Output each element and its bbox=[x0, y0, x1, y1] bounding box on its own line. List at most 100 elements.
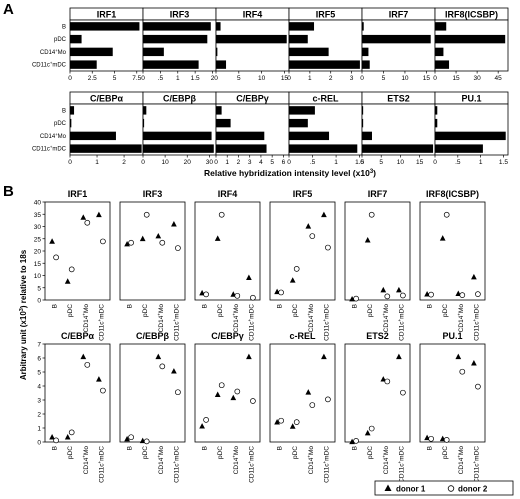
plot-frame-b-0 bbox=[44, 201, 111, 301]
marker-donor2-9-3 bbox=[325, 396, 331, 403]
plot-frame-b-2 bbox=[194, 201, 261, 301]
marker-donor2-9-2 bbox=[309, 402, 316, 408]
x-tick-label-a-4-1: 5 bbox=[382, 75, 386, 82]
y-tick-label-b-1-1: 1 bbox=[37, 426, 41, 433]
y-tick-label-b-0-4: 20 bbox=[34, 249, 42, 256]
bar-0-2 bbox=[70, 47, 113, 57]
x-tick-label-a-1-4: 2 bbox=[211, 75, 215, 82]
x-tick-label-a-0-0: 0 bbox=[68, 75, 72, 82]
x-tick-label-a-9-3: 1.5 bbox=[355, 159, 364, 166]
category-label-b-6-3: CD11c+mDC bbox=[97, 446, 105, 483]
marker-donor2-2-1 bbox=[218, 211, 225, 218]
marker-donor1-9-0 bbox=[274, 418, 280, 425]
marker-donor1-0-3 bbox=[96, 211, 102, 218]
bar-1-2 bbox=[143, 47, 164, 57]
marker-donor1-4-0 bbox=[349, 295, 355, 302]
marker-donor2-0-2 bbox=[84, 219, 91, 226]
marker-donor2-7-0 bbox=[128, 434, 134, 441]
marker-donor2-4-0 bbox=[353, 295, 359, 302]
marker-donor2-5-1 bbox=[443, 211, 450, 218]
category-label-b-11-1: pDC bbox=[442, 446, 449, 459]
x-tick-label-a-3-2: 2 bbox=[329, 75, 333, 82]
y-tick-label-b-0-5: 25 bbox=[34, 236, 42, 243]
plot-frame-b-8 bbox=[194, 343, 261, 443]
x-tick-label-a-4-3: 15 bbox=[423, 75, 431, 82]
x-tick-label-a-4-2: 10 bbox=[401, 75, 409, 82]
marker-donor2-6-3 bbox=[100, 387, 106, 394]
x-tick-label-a-8-1: 1 bbox=[225, 159, 229, 166]
marker-donor1-2-1 bbox=[214, 235, 221, 241]
category-label-b-3-1: pDC bbox=[292, 304, 299, 317]
category-label-b-10-1: pDC bbox=[367, 446, 374, 459]
y-tick-label-b-1-3: 3 bbox=[37, 398, 41, 405]
marker-donor2-2-2 bbox=[234, 292, 241, 299]
marker-donor2-8-0 bbox=[203, 417, 209, 423]
x-tick-label-a-9-0: 0 bbox=[287, 159, 291, 166]
x-tick-label-a-8-6: 6 bbox=[282, 159, 286, 166]
bar-8-2 bbox=[216, 131, 265, 141]
marker-donor2-8-1 bbox=[218, 382, 225, 389]
category-label-b-11-0: B bbox=[427, 446, 434, 450]
marker-donor1-6-0 bbox=[49, 434, 55, 440]
y-tick-label-b-1-7: 7 bbox=[37, 342, 41, 349]
category-label-b-1-2: CD14+Mo bbox=[157, 304, 165, 333]
marker-donor1-11-3 bbox=[471, 360, 477, 366]
bar-3-1 bbox=[289, 34, 308, 44]
marker-donor2-10-0 bbox=[353, 438, 359, 444]
marker-donor2-10-1 bbox=[368, 425, 375, 432]
marker-donor1-9-1 bbox=[289, 423, 296, 429]
marker-donor2-8-3 bbox=[250, 398, 256, 404]
chart-title-b-10: ETS2 bbox=[366, 331, 389, 341]
x-tick-label-a-3-3: 3 bbox=[350, 75, 354, 82]
x-tick-label-a-5-3: 45 bbox=[495, 75, 503, 82]
category-label-b-3-3: CD11c+mDC bbox=[322, 304, 330, 341]
x-tick-label-a-5-2: 30 bbox=[473, 75, 481, 82]
plot-frame-b-4 bbox=[344, 201, 411, 301]
category-label-b-3-0: B bbox=[277, 304, 284, 308]
bar-8-0 bbox=[216, 106, 222, 115]
panel-b-label: B bbox=[3, 183, 14, 200]
category-label-b-11-2: CD14+Mo bbox=[457, 446, 465, 475]
x-tick-label-a-11-1: .5 bbox=[455, 159, 461, 166]
marker-donor1-8-1 bbox=[214, 391, 221, 397]
category-label-b-1-1: pDC bbox=[142, 304, 149, 317]
category-label-b-0-0: B bbox=[52, 304, 59, 308]
x-tick-label-a-7-0: 0 bbox=[141, 159, 145, 166]
marker-donor1-9-2 bbox=[305, 389, 312, 395]
x-tick-label-a-8-4: 4 bbox=[259, 159, 263, 166]
marker-donor1-7-0 bbox=[124, 435, 130, 442]
bar-11-0 bbox=[435, 106, 438, 115]
x-tick-label-a-2-3: 15 bbox=[281, 75, 289, 82]
category-label-b-10-0: B bbox=[352, 446, 359, 450]
x-tick-label-a-2-2: 10 bbox=[258, 75, 266, 82]
bar-0-0 bbox=[70, 22, 140, 31]
bar-8-3 bbox=[216, 144, 267, 153]
marker-donor2-8-2 bbox=[234, 388, 241, 395]
bar-4-3 bbox=[362, 60, 370, 69]
y-tick-label-b-0-7: 35 bbox=[34, 212, 42, 219]
marker-donor1-8-3 bbox=[246, 353, 252, 360]
plot-frame-b-10 bbox=[344, 343, 411, 443]
category-label-b-4-1: pDC bbox=[367, 304, 374, 317]
category-label-b-9-0: B bbox=[277, 446, 284, 450]
y-tick-label-b-0-0: 0 bbox=[37, 298, 41, 305]
x-tick-label-a-8-0: 0 bbox=[214, 159, 218, 166]
marker-donor1-3-1 bbox=[289, 277, 296, 283]
marker-donor2-4-2 bbox=[384, 293, 391, 300]
bar-1-3 bbox=[143, 60, 199, 69]
chart-title-a-0: IRF1 bbox=[97, 10, 117, 20]
bar-1-1 bbox=[143, 34, 208, 44]
marker-donor2-3-1 bbox=[293, 266, 300, 272]
category-label-b-4-2: CD14+Mo bbox=[382, 304, 390, 333]
panel-b-ylabel: Arbitrary unit (x103) relative to 18s bbox=[19, 249, 28, 380]
x-tick-label-a-6-1: 1 bbox=[95, 159, 99, 166]
category-label-b-8-0: B bbox=[202, 446, 209, 450]
plot-frame-b-7 bbox=[119, 343, 186, 443]
plot-frame-b-6 bbox=[44, 343, 111, 443]
chart-title-b-11: PU.1 bbox=[442, 331, 462, 341]
marker-donor1-4-2 bbox=[380, 286, 387, 293]
bar-2-3 bbox=[216, 60, 227, 69]
marker-donor2-10-3 bbox=[400, 389, 406, 396]
category-label-0-0: B bbox=[62, 24, 66, 30]
